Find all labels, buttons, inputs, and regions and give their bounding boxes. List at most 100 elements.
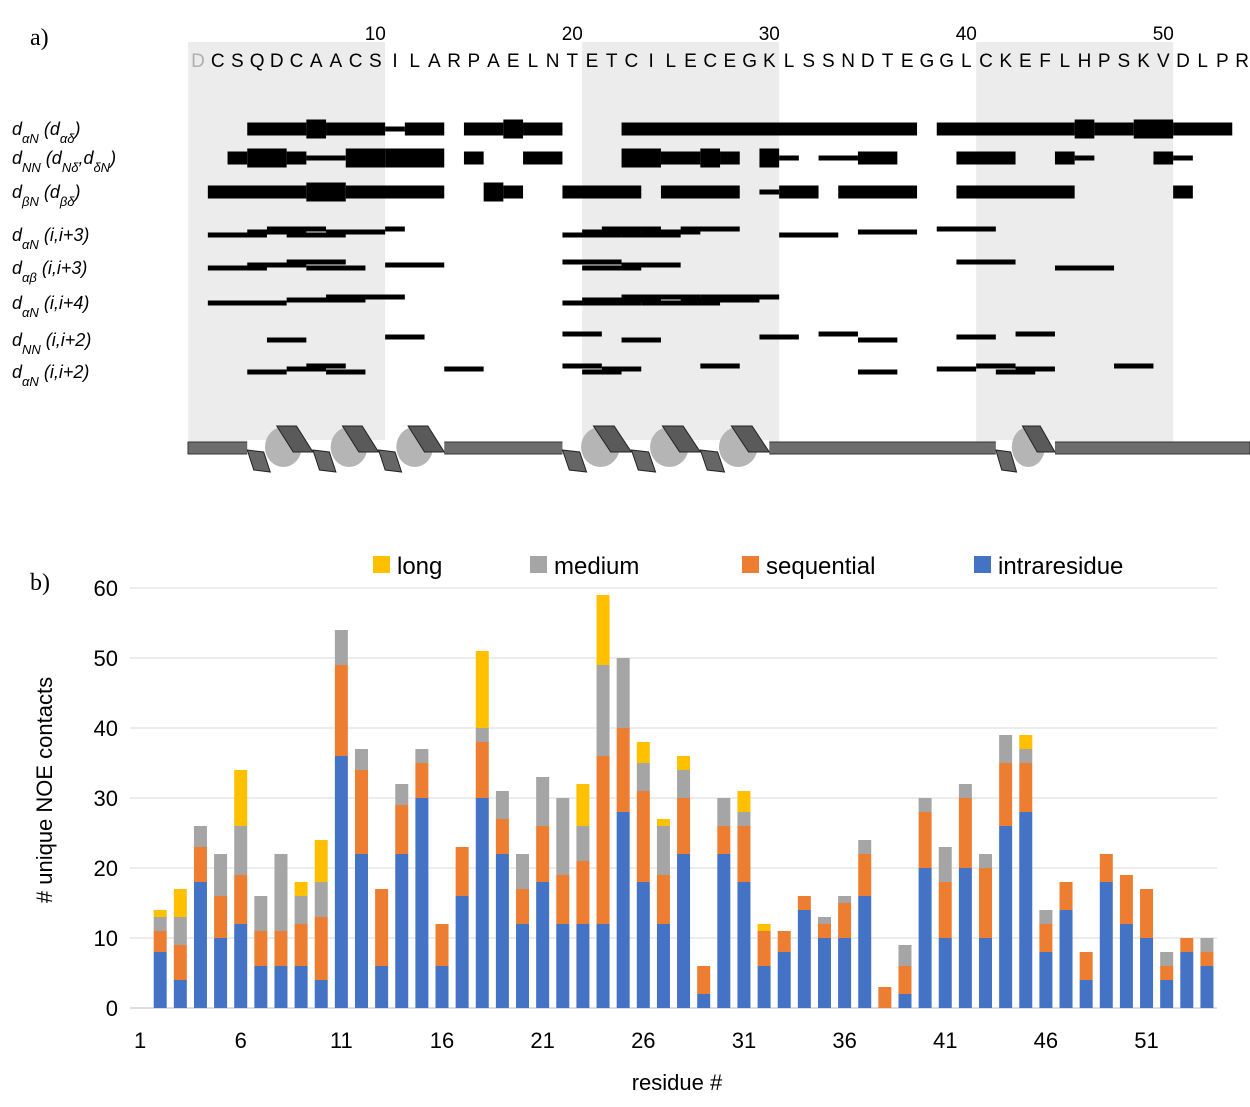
bar-segment bbox=[1119, 924, 1133, 1008]
noe-bar bbox=[207, 232, 267, 238]
residue-letter: C bbox=[211, 51, 225, 72]
bar-segment bbox=[234, 826, 248, 875]
bar-segment bbox=[495, 854, 509, 1008]
bar-segment bbox=[958, 798, 972, 868]
noe-bar bbox=[306, 155, 346, 161]
x-tick-label: 41 bbox=[933, 1028, 957, 1053]
bar-segment bbox=[455, 847, 469, 896]
noe-bar bbox=[1133, 119, 1174, 139]
noe-bar bbox=[956, 334, 996, 340]
residue-number: 50 bbox=[1153, 24, 1174, 45]
residue-letter: S bbox=[802, 51, 815, 72]
row-label: dNN (i,i+2) bbox=[12, 330, 91, 357]
bar-segment bbox=[717, 854, 731, 1008]
row-label-part: (d bbox=[41, 148, 63, 168]
bar-segment bbox=[717, 826, 731, 854]
noe-bar bbox=[720, 151, 740, 165]
noe-bar bbox=[385, 262, 445, 268]
residue-letter: P bbox=[1216, 51, 1229, 72]
bar-segment bbox=[838, 896, 852, 903]
bar-segment bbox=[214, 938, 228, 1008]
x-axis-label: residue # bbox=[632, 1070, 723, 1095]
bar-segment bbox=[1099, 854, 1113, 882]
residue-number: 20 bbox=[562, 24, 583, 45]
bar-segment bbox=[898, 945, 912, 966]
noe-bar bbox=[1173, 122, 1233, 136]
noe-bar bbox=[345, 148, 386, 168]
noe-bar bbox=[1094, 122, 1134, 136]
residue-letter: A bbox=[330, 51, 343, 72]
noe-bar bbox=[385, 226, 405, 232]
bar-segment bbox=[274, 931, 288, 966]
noe-bar bbox=[286, 259, 346, 265]
y-tick-label: 30 bbox=[94, 786, 118, 811]
bar-segment bbox=[354, 749, 368, 770]
y-tick-label: 0 bbox=[106, 996, 118, 1021]
residue-letter: E bbox=[724, 51, 737, 72]
bar-segment bbox=[1180, 952, 1194, 1008]
residue-letter: P bbox=[467, 51, 480, 72]
noe-bar bbox=[838, 185, 918, 199]
noe-bar bbox=[306, 363, 346, 369]
bar-segment bbox=[294, 966, 308, 1008]
noe-bar bbox=[266, 226, 327, 232]
bar-segment bbox=[274, 966, 288, 1008]
bar-segment bbox=[1039, 924, 1053, 952]
noe-bar bbox=[956, 185, 1075, 199]
bar-segment bbox=[435, 924, 449, 966]
bar-segment bbox=[1019, 735, 1033, 749]
bar-segment bbox=[314, 840, 328, 882]
panel-label: a) bbox=[30, 25, 49, 51]
noe-bar bbox=[503, 119, 524, 139]
bar-segment bbox=[979, 854, 993, 868]
noe-bar bbox=[995, 369, 1036, 375]
noe-bar bbox=[641, 229, 701, 235]
bar-segment bbox=[334, 756, 348, 1008]
noe-bar bbox=[956, 151, 1016, 165]
noe-bar bbox=[326, 229, 386, 235]
noe-bar bbox=[1173, 185, 1193, 199]
row-label-part: d bbox=[12, 330, 23, 350]
noe-bar bbox=[857, 369, 898, 375]
bar-segment bbox=[918, 798, 932, 812]
bar-segment bbox=[254, 896, 268, 931]
row-label-part: αδ bbox=[60, 131, 75, 146]
noe-bar bbox=[582, 265, 642, 271]
noe-bar bbox=[621, 262, 681, 268]
residue-letter: K bbox=[763, 51, 776, 72]
bar-segment bbox=[1200, 952, 1214, 966]
residue-letter: N bbox=[841, 51, 855, 72]
helix-front bbox=[561, 449, 588, 473]
bar-segment bbox=[596, 595, 610, 665]
bar-segment bbox=[375, 966, 389, 1008]
bar-segment bbox=[375, 889, 389, 966]
bar-segment bbox=[838, 938, 852, 1008]
noe-bar bbox=[286, 151, 307, 165]
bar-segment bbox=[536, 777, 550, 826]
bar-segment bbox=[677, 798, 691, 854]
residue-letter: G bbox=[742, 51, 757, 72]
row-label-part: NN bbox=[22, 160, 41, 175]
residue-letter: K bbox=[1137, 51, 1150, 72]
bar-segment bbox=[1160, 952, 1174, 966]
residue-letter: C bbox=[625, 51, 639, 72]
row-label-part: αN bbox=[22, 305, 39, 320]
row-label-part: (i,i+3) bbox=[39, 225, 90, 245]
bar-segment bbox=[254, 931, 268, 966]
residue-number: 30 bbox=[759, 24, 780, 45]
noe-bar bbox=[326, 122, 386, 136]
bar-segment bbox=[878, 987, 892, 1008]
bar-segment bbox=[1160, 966, 1174, 980]
x-tick-label: 36 bbox=[832, 1028, 856, 1053]
bar-segment bbox=[173, 917, 187, 945]
bar-segment bbox=[757, 931, 771, 966]
helix-ribbon bbox=[341, 425, 380, 453]
helix-ribbon bbox=[730, 425, 771, 453]
bar-segment bbox=[656, 826, 670, 875]
bar-segment bbox=[958, 868, 972, 1008]
bar-segment bbox=[516, 889, 530, 924]
bar-segment bbox=[1140, 889, 1154, 938]
row-label-part: NN bbox=[22, 342, 41, 357]
residue-letter: L bbox=[1197, 51, 1208, 72]
residue-letter: A bbox=[487, 51, 500, 72]
